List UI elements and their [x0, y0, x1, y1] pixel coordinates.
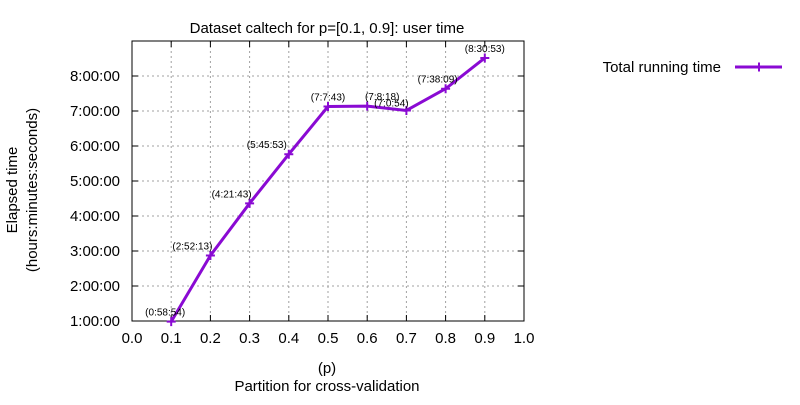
data-label: (5:45:53) — [247, 140, 287, 151]
data-point — [245, 198, 255, 208]
data-point — [362, 101, 372, 111]
legend-marker — [754, 62, 764, 72]
x-tick-label: 0.2 — [200, 330, 221, 347]
x-tick-label: 0.5 — [318, 330, 339, 347]
x-axis-ticks: 0.0 0.1 0.2 0.3 0.4 0.5 0.6 0.7 0.8 0.9 1.0 — [122, 41, 535, 347]
y-tick-label: 2:00:00 — [70, 278, 120, 295]
y-tick-label: 8:00:00 — [70, 68, 120, 85]
y-tick-label: 1:00:00 — [70, 313, 120, 330]
y-tick-label: 3:00:00 — [70, 243, 120, 260]
data-point — [401, 105, 411, 115]
x-tick-label: 0.0 — [122, 330, 143, 347]
legend-label: Total running time — [603, 59, 721, 76]
x-tick-label: 0.1 — [161, 330, 182, 347]
data-label: (8:30:53) — [465, 44, 505, 55]
data-point — [284, 149, 294, 159]
data-point — [166, 317, 176, 327]
y-axis-ticks: 1:00:00 2:00:00 3:00:00 4:00:00 5:00:00 6:00:… — [70, 68, 524, 330]
x-axis-label-line1: (p) — [318, 360, 336, 377]
x-tick-label: 0.9 — [474, 330, 495, 347]
data-label: (2:52:13) — [172, 242, 212, 253]
data-label: (7:38:09) — [418, 75, 458, 86]
data-point — [441, 84, 451, 94]
legend: Total running time — [603, 59, 782, 76]
data-point — [205, 251, 215, 261]
y-axis-label-line1: Elapsed time — [4, 147, 21, 234]
series-total-running-time — [166, 53, 490, 327]
y-axis-label-line2: (hours:minutes:seconds) — [24, 108, 41, 272]
y-tick-label: 6:00:00 — [70, 138, 120, 155]
data-point — [480, 53, 490, 63]
x-tick-label: 0.4 — [278, 330, 299, 347]
data-label: (7:7:43) — [311, 92, 345, 103]
data-label: (7:8:18) — [365, 92, 399, 103]
gridlines — [132, 41, 524, 321]
x-tick-label: 0.6 — [357, 330, 378, 347]
x-tick-label: 0.3 — [239, 330, 260, 347]
y-tick-label: 5:00:00 — [70, 173, 120, 190]
x-tick-label: 0.7 — [396, 330, 417, 347]
y-tick-label: 7:00:00 — [70, 103, 120, 120]
x-tick-label: 1.0 — [514, 330, 535, 347]
chart-title: Dataset caltech for p=[0.1, 0.9]: user t… — [190, 20, 465, 37]
data-label: (7:0:54) — [374, 98, 408, 109]
data-label: (0:58:54) — [145, 308, 185, 319]
data-label: (4:21:43) — [212, 189, 252, 200]
x-axis-label-line2: Partition for cross-validation — [234, 378, 419, 395]
data-point — [323, 101, 333, 111]
data-labels: (0:58:54) (2:52:13) (4:21:43) (5:45:53) (7:7… — [145, 44, 505, 319]
y-tick-label: 4:00:00 — [70, 208, 120, 225]
x-tick-label: 0.8 — [435, 330, 456, 347]
